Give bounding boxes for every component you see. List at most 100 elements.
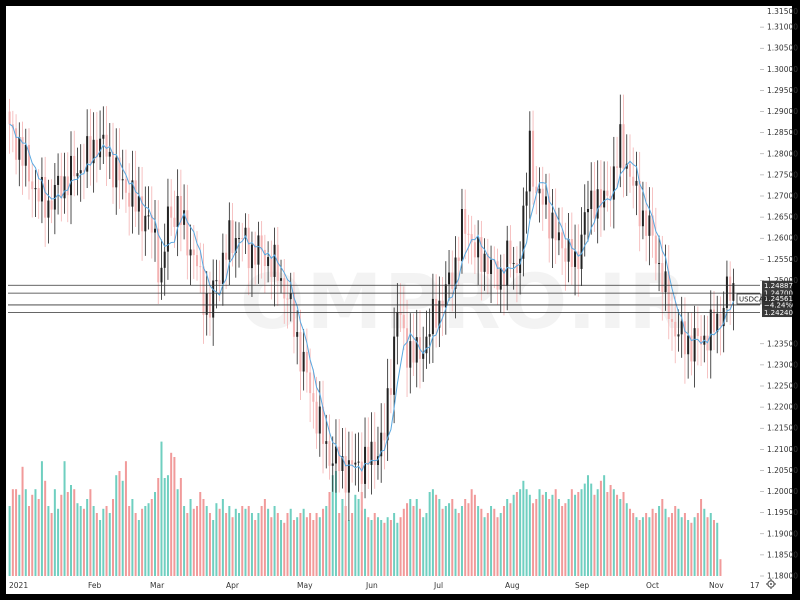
volume-bar: [192, 508, 195, 576]
volume-bar: [406, 503, 409, 576]
candle-body: [406, 328, 409, 368]
candle-body: [606, 190, 609, 196]
volume-bar: [438, 499, 441, 576]
candle-body: [238, 238, 241, 240]
candle-body: [183, 210, 186, 225]
candle-body: [680, 321, 683, 335]
volume-bar: [183, 506, 186, 576]
volume-bar: [11, 489, 14, 576]
y-tick-label: 1.26000: [767, 234, 798, 243]
volume-bar: [364, 508, 367, 576]
volume-bar: [244, 508, 247, 576]
volume-bar: [667, 517, 670, 576]
y-tick-label: 1.25500: [767, 255, 798, 264]
volume-bar: [99, 520, 102, 576]
volume-bar: [706, 517, 709, 576]
candle-body: [380, 432, 383, 457]
watermark: OMPRO.IR: [240, 257, 689, 346]
y-tick-label: 1.21000: [767, 445, 798, 454]
volume-bar: [393, 513, 396, 576]
candle-body: [8, 111, 11, 125]
candle-body: [263, 249, 266, 267]
volume-bar: [257, 513, 260, 576]
volume-bar: [276, 513, 279, 576]
candle-body: [583, 212, 586, 235]
volume-bar: [338, 513, 341, 576]
volume-bar: [221, 499, 224, 576]
volume-bar: [115, 475, 118, 576]
volume-bar: [134, 513, 137, 576]
candle-body: [292, 293, 295, 337]
candle-body: [454, 257, 457, 289]
volume-bar: [577, 492, 580, 576]
volume-bar: [267, 508, 270, 576]
candle-body: [567, 238, 570, 262]
volume-bar: [586, 475, 589, 576]
volume-bar: [60, 494, 63, 576]
candle-body: [561, 232, 564, 249]
volume-bar: [525, 489, 528, 576]
volume-bar: [50, 513, 53, 576]
candle-body: [677, 334, 680, 337]
horizontal-levels: 1.248871.247001.244201.242401.24561−4.24…: [8, 280, 793, 317]
volume-bar: [700, 499, 703, 576]
volume-bar: [76, 503, 79, 576]
candle-body: [635, 180, 638, 186]
candle-body: [725, 276, 728, 308]
candle-body: [732, 283, 735, 301]
candle-body: [305, 351, 308, 373]
candle-body: [196, 255, 199, 267]
volume-bar: [583, 483, 586, 576]
settings-icon[interactable]: [766, 579, 776, 589]
plot-area: [6, 6, 792, 594]
candle-body: [448, 272, 451, 285]
candle-body: [596, 189, 599, 219]
volume-bar: [31, 494, 34, 576]
candle-body: [95, 139, 98, 158]
candle-body: [393, 336, 396, 395]
candle-body: [189, 249, 192, 256]
candle-body: [473, 242, 476, 258]
volume-bar: [296, 517, 299, 576]
candle-body: [60, 175, 63, 199]
volume-bar: [690, 522, 693, 576]
volume-bar: [645, 513, 648, 576]
time-axis: 2021 Feb Mar Apr May Jun Jul Aug Sep Oct Nov 17: [9, 581, 760, 590]
candle-body: [166, 206, 169, 252]
candle-body: [512, 263, 515, 265]
candle-body: [221, 252, 224, 285]
volume-bar: [173, 457, 176, 576]
moving-average-line: [9, 123, 734, 472]
volume-bar: [415, 499, 418, 576]
candle-body: [338, 446, 341, 472]
candle-body: [40, 177, 43, 202]
candle-body: [667, 271, 670, 319]
volume-bar: [89, 489, 92, 576]
volume-bar: [574, 494, 577, 576]
candle-body: [509, 240, 512, 264]
candle-body: [590, 190, 593, 209]
volume-bar: [137, 520, 140, 576]
volume-bar: [189, 499, 192, 576]
candle-body: [444, 284, 447, 308]
volume-bar: [228, 506, 231, 576]
candle-body: [564, 248, 567, 262]
price-candles: [8, 94, 735, 521]
candle-body: [716, 313, 719, 333]
volume-bar: [376, 517, 379, 576]
month-label: Mar: [150, 581, 165, 590]
volume-bar: [370, 520, 373, 576]
candle-body: [15, 128, 18, 160]
volume-bar: [351, 513, 354, 576]
candle-body: [296, 332, 299, 337]
volume-bar: [170, 452, 173, 576]
candle-body: [570, 238, 573, 267]
volume-bar: [470, 489, 473, 576]
candle-body: [241, 238, 244, 240]
candle-body: [664, 271, 667, 293]
candle-body: [18, 137, 21, 160]
candle-body: [460, 209, 463, 261]
volume-bar: [515, 492, 518, 576]
volume-bar: [493, 508, 496, 576]
volume-bar: [166, 475, 169, 576]
